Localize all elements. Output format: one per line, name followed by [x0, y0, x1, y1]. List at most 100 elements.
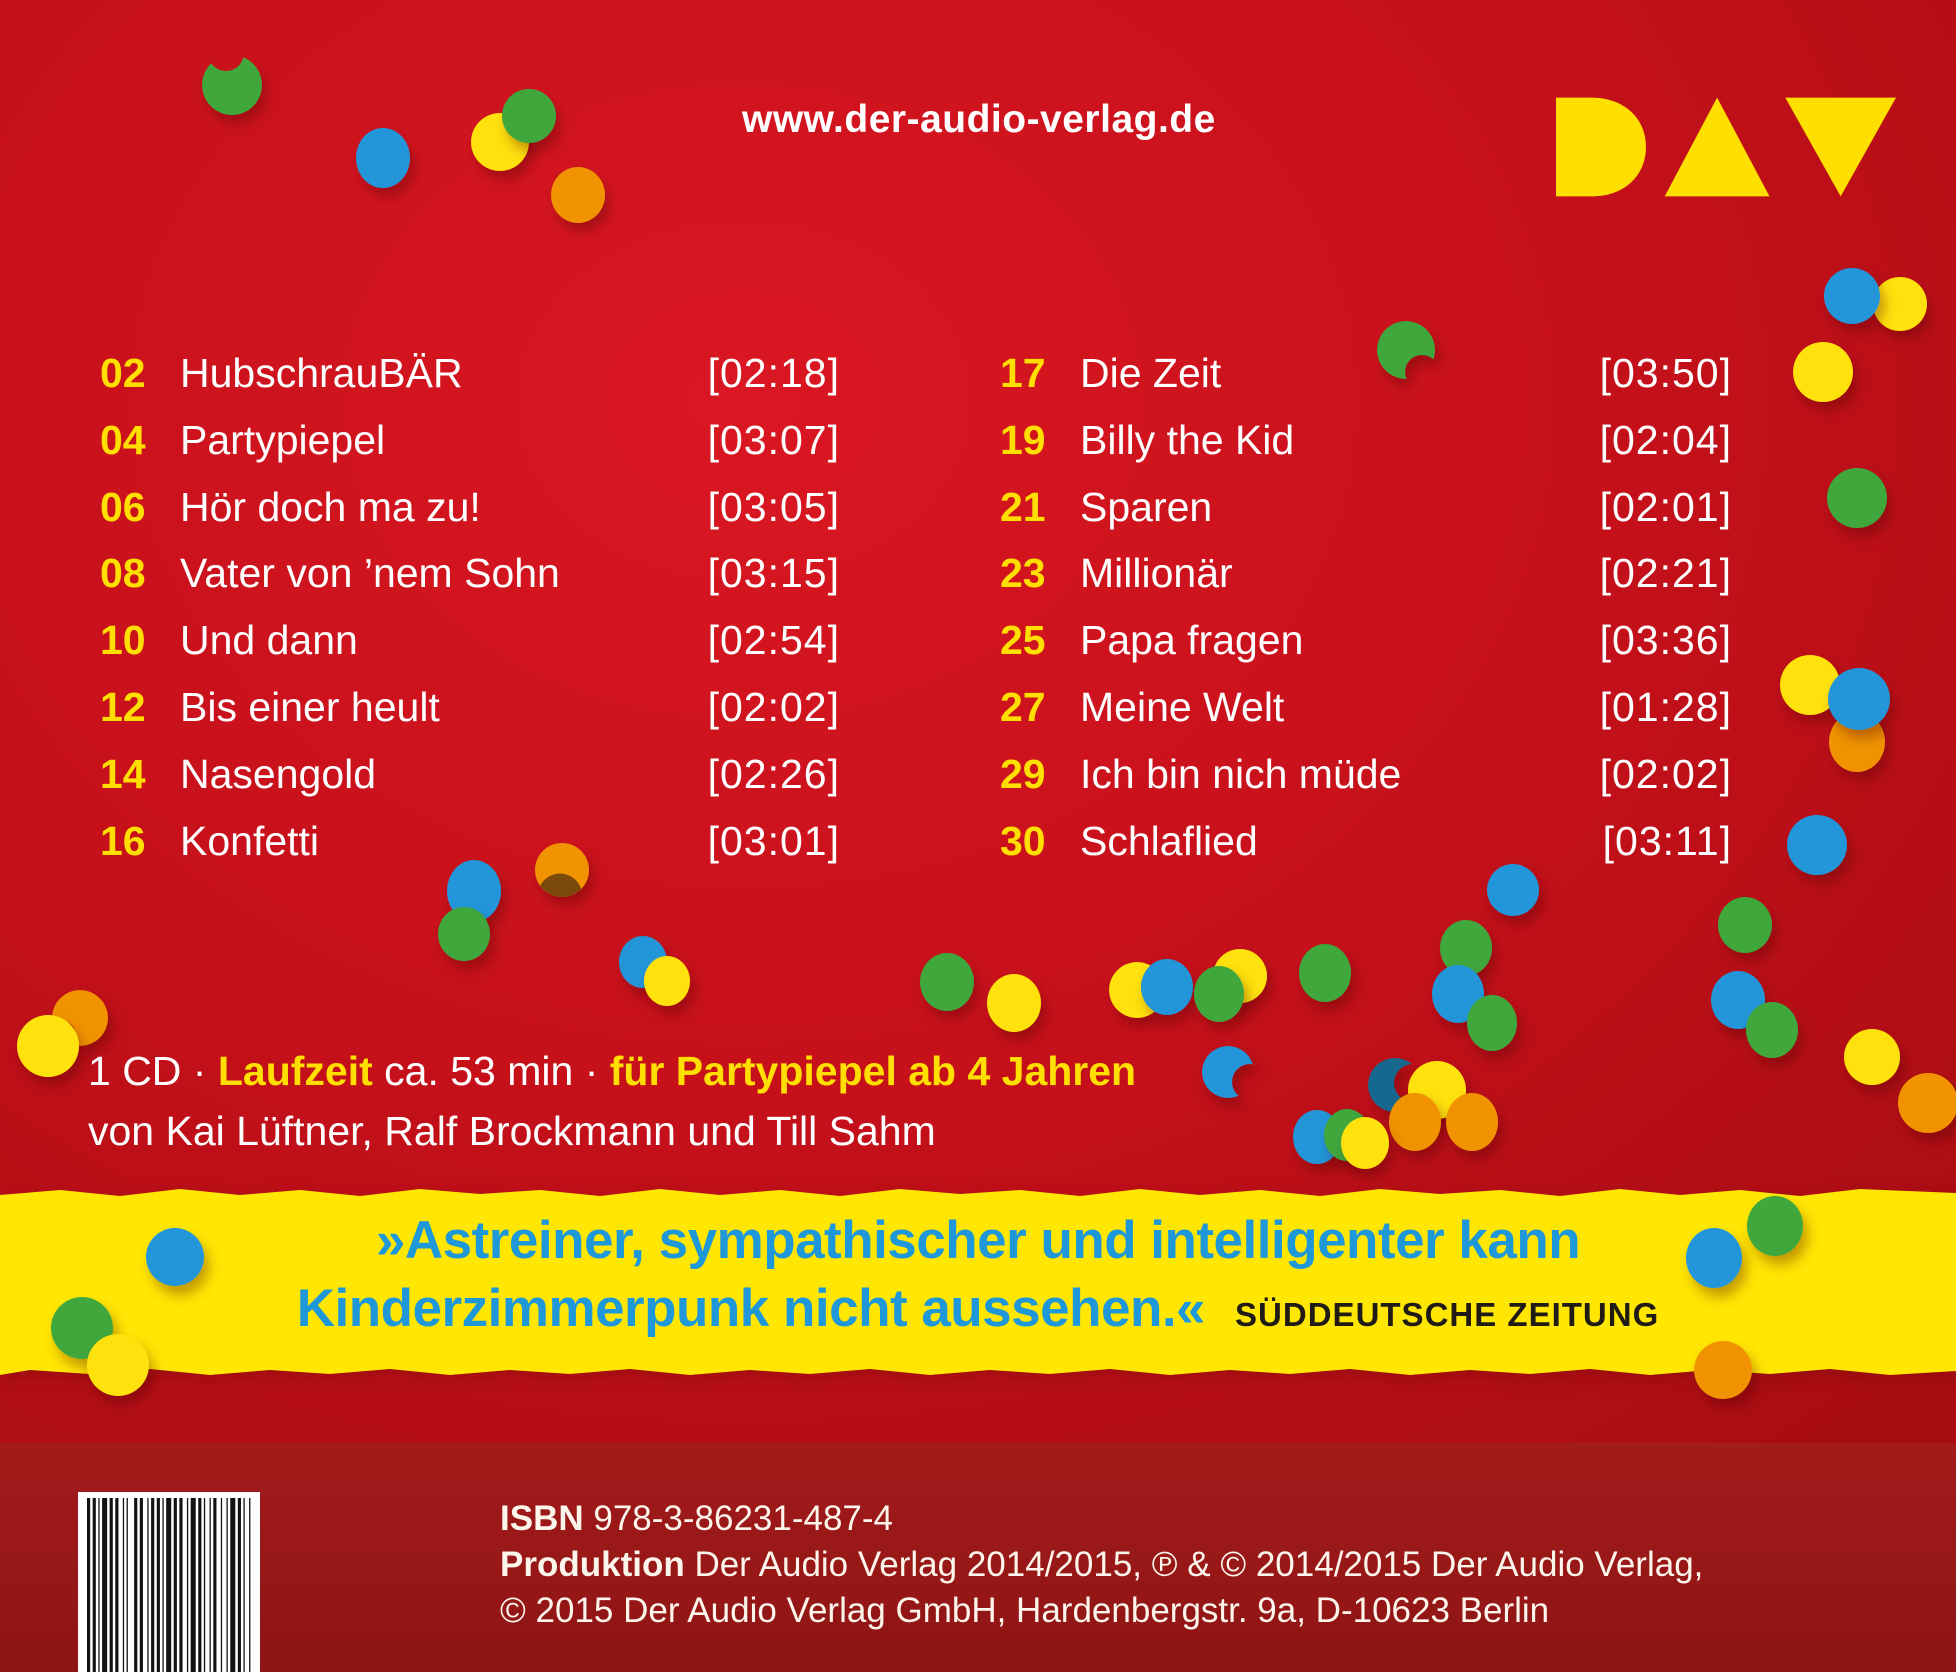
confetti-dot-green [202, 55, 262, 115]
track-row: 27 Meine Welt [01:28] [1000, 674, 1732, 741]
track-duration: [03:50] [1599, 350, 1732, 396]
laufzeit-value: ca. 53 min · [372, 1048, 610, 1094]
confetti-dot-orange [551, 167, 605, 223]
track-title: Billy the Kid [1080, 416, 1295, 463]
confetti-dot-yellow [1341, 1117, 1389, 1169]
track-title: Schlaflied [1080, 817, 1258, 864]
track-row: 25 Papa fragen [03:36] [1000, 607, 1732, 674]
track-number: 04 [100, 416, 146, 463]
confetti-dot-orange [1446, 1093, 1498, 1151]
press-quote-source: SÜDDEUTSCHE ZEITUNG [1235, 1296, 1660, 1333]
confetti-dot-yellow [1408, 1061, 1466, 1119]
confetti-dot-yellow [1109, 962, 1165, 1018]
barcode [78, 1492, 260, 1672]
track-title: Partypiepel [180, 416, 386, 463]
confetti-dot-blue [1432, 965, 1484, 1023]
press-quote-line2: Kinderzimmerpunk nicht aussehen.« SÜDDEUT… [0, 1275, 1956, 1356]
track-number: 02 [100, 350, 146, 396]
track-number: 12 [100, 683, 146, 730]
barcode-bar [226, 1498, 228, 1672]
track-row: 17 Die Zeit [03:50] [1000, 340, 1732, 407]
confetti-dot-yellow [987, 974, 1041, 1032]
confetti-dot-petrol [1368, 1058, 1422, 1112]
press-quote-banner-wrap: »Astreiner, sympathischer und intelligen… [0, 1187, 1956, 1377]
confetti-dot-orange [52, 990, 108, 1046]
confetti-dot-orange [1389, 1093, 1441, 1151]
track-number: 19 [1000, 416, 1046, 463]
barcode-bar [237, 1498, 241, 1672]
track-duration: [02:02] [707, 683, 840, 730]
confetti-dot-yellow [1844, 1029, 1900, 1085]
barcode-bar [166, 1498, 172, 1672]
barcode-bar [249, 1498, 251, 1672]
barcode-bar [98, 1498, 100, 1672]
track-duration: [02:21] [1599, 550, 1732, 597]
press-quote-line1: »Astreiner, sympathischer und intelligen… [375, 1211, 1581, 1270]
track-number: 23 [1000, 550, 1046, 597]
laufzeit-label: Laufzeit [217, 1048, 373, 1094]
track-title: Sparen [1080, 483, 1213, 530]
track-row: 16 Konfetti [03:01] [100, 808, 840, 875]
track-number: 29 [1000, 750, 1046, 797]
track-duration: [02:01] [1599, 483, 1732, 530]
track-row: 04 Partypiepel [03:07] [100, 407, 840, 474]
track-title: Ich bin nich müde [1080, 750, 1402, 797]
footer-band [0, 1443, 1956, 1672]
barcode-bar [209, 1498, 211, 1672]
track-row: 08 Vater von ’nem Sohn [03:15] [100, 540, 840, 607]
barcode-bar [203, 1498, 206, 1672]
confetti-dot-green [1324, 1109, 1370, 1161]
track-row: 06 Hör doch ma zu! [03:05] [100, 474, 840, 541]
confetti-dot-orange [1829, 712, 1885, 772]
track-row: 19 Billy the Kid [02:04] [1000, 407, 1732, 474]
barcode-bar [134, 1498, 138, 1672]
isbn-line: ISBN 978-3-86231-487-4 [500, 1496, 1703, 1542]
barcode-bar [190, 1498, 196, 1672]
credits-line: von Kai Lüftner, Ralf Brockmann und Till… [88, 1108, 936, 1154]
track-number: 10 [100, 617, 146, 664]
confetti-dot-green [1440, 920, 1492, 976]
confetti-dot-blue [1141, 959, 1193, 1015]
track-duration: [03:01] [707, 817, 840, 864]
isbn-value: 978-3-86231-487-4 [583, 1499, 894, 1538]
confetti-dot-yellow [17, 1015, 79, 1077]
barcode-bar [109, 1498, 113, 1672]
track-title: Millionär [1080, 550, 1233, 597]
track-number: 21 [1000, 483, 1046, 530]
confetti-dot-blue [356, 128, 410, 188]
confetti-dot-blue [1824, 268, 1880, 324]
track-title: Meine Welt [1080, 683, 1285, 730]
tracklist-column-right: 17 Die Zeit [03:50] 19 Billy the Kid [02:04] 2… [1000, 340, 1732, 874]
barcode-bar [230, 1498, 236, 1672]
confetti-dot-green [1746, 1002, 1798, 1058]
dav-logo-a-triangle [1664, 97, 1770, 197]
confetti-dot-green [1194, 966, 1244, 1022]
barcode-bar [179, 1498, 183, 1672]
barcode-bar [186, 1498, 189, 1672]
track-duration: [03:15] [707, 550, 840, 597]
press-quote-banner: »Astreiner, sympathischer und intelligen… [0, 1189, 1956, 1375]
confetti-dot-green [920, 953, 974, 1011]
track-duration: [02:02] [1599, 750, 1732, 797]
confetti-dot-orange [1898, 1073, 1956, 1133]
track-number: 06 [100, 483, 146, 530]
confetti-dot-blue [1828, 668, 1890, 730]
press-quote-line2-text: Kinderzimmerpunk nicht aussehen.« [296, 1279, 1206, 1338]
track-number: 16 [100, 817, 146, 864]
track-title: Papa fragen [1080, 617, 1304, 664]
track-number: 17 [1000, 350, 1046, 396]
track-duration: [02:54] [707, 617, 840, 664]
barcode-bar [162, 1498, 164, 1672]
track-title: Konfetti [180, 817, 320, 864]
confetti-dot-yellow [1873, 277, 1927, 331]
confetti-dot-green [1827, 468, 1887, 528]
track-duration: [02:18] [707, 350, 840, 396]
confetti-dot-blue [1293, 1110, 1341, 1164]
track-duration: [03:36] [1599, 617, 1732, 664]
produktion-label: Produktion [500, 1545, 685, 1584]
confetti-dot-yellow [471, 113, 529, 171]
barcode-bar [126, 1498, 128, 1672]
dav-logo-v-triangle [1785, 97, 1896, 197]
barcode-bar [122, 1498, 125, 1672]
barcode-bar [173, 1498, 177, 1672]
